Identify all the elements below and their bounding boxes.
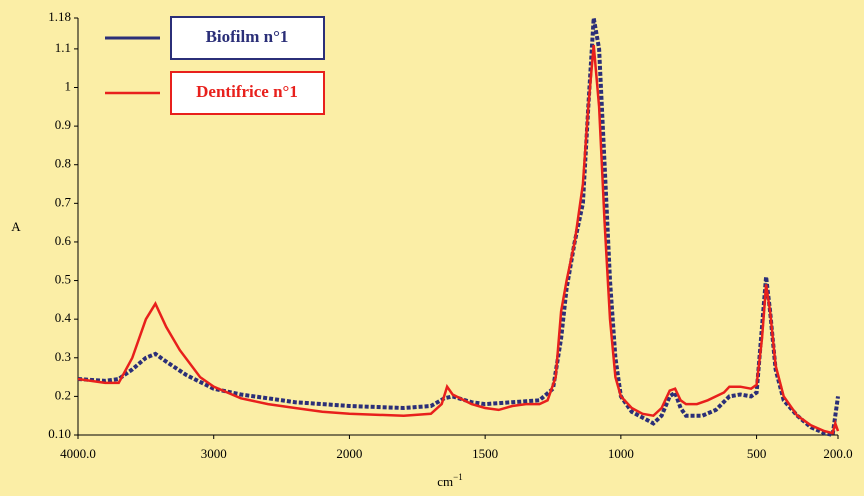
y-axis-label: A	[11, 219, 21, 234]
legend-box	[170, 71, 325, 115]
y-tick-label: 1.18	[48, 9, 71, 24]
y-tick-label: 0.5	[55, 272, 71, 287]
legend-label: Dentifrice n°1	[196, 82, 298, 101]
y-tick-label: 0.7	[55, 194, 72, 209]
y-tick-label: 0.2	[55, 387, 71, 402]
y-tick-label: 1.1	[55, 40, 71, 55]
x-tick-label: 3000	[201, 446, 227, 461]
x-axis-label-main: cm	[437, 474, 453, 489]
x-tick-label: 2000	[336, 446, 362, 461]
x-tick-label: 1000	[608, 446, 634, 461]
y-tick-label: 0.6	[55, 233, 72, 248]
y-tick-label: 0.4	[55, 310, 72, 325]
y-tick-label: 0.8	[55, 156, 71, 171]
series-line	[77, 44, 840, 435]
x-tick-label: 500	[747, 446, 767, 461]
y-tick-label: 0.9	[55, 117, 71, 132]
x-tick-label: 4000.0	[60, 446, 96, 461]
y-tick-label: 0.3	[55, 349, 71, 364]
y-tick-label: 1	[65, 78, 72, 93]
x-axis-label: cm−1	[437, 472, 462, 489]
x-tick-label: 1500	[472, 446, 498, 461]
legend-box	[170, 16, 325, 60]
legend-label: Biofilm n°1	[206, 27, 289, 46]
y-tick-label: 0.10	[48, 426, 71, 441]
x-axis-label-sup: −1	[453, 472, 463, 482]
x-tick-label: 200.0	[823, 446, 852, 461]
